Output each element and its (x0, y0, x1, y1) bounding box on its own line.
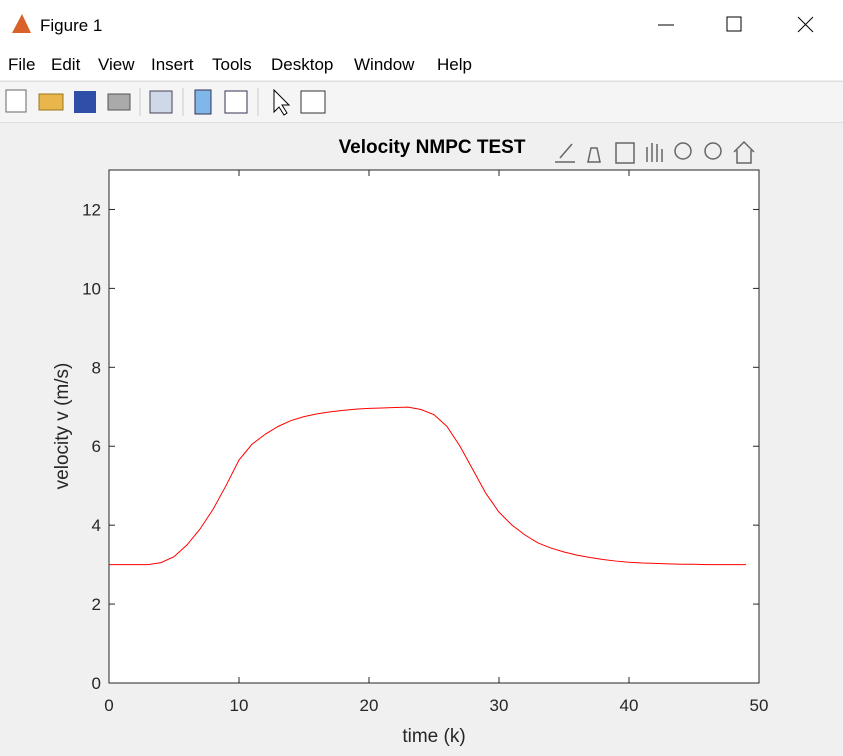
x-tick-label: 20 (360, 696, 379, 715)
x-tick-label: 10 (230, 696, 249, 715)
chart-title: Velocity NMPC TEST (339, 137, 526, 158)
open-icon[interactable] (38, 93, 64, 111)
legend-icon[interactable] (224, 90, 248, 114)
menu-item[interactable]: Insert (151, 55, 194, 74)
pointer-icon[interactable] (273, 88, 291, 116)
data-line (109, 406, 746, 566)
menu-item[interactable]: Edit (51, 55, 81, 74)
save-icon[interactable] (74, 91, 96, 113)
menu-item[interactable]: Window (354, 55, 415, 74)
y-tick-label: 2 (92, 595, 101, 614)
brush-icon[interactable] (587, 147, 601, 163)
maximize-button[interactable] (726, 16, 742, 32)
x-tick-label: 50 (750, 696, 769, 715)
y-tick-label: 6 (92, 437, 101, 456)
x-tick-label: 30 (490, 696, 509, 715)
y-axis-label: velocity v (m/s) (52, 363, 73, 490)
title-bar-graphics: Figure 1 (12, 14, 814, 35)
axes-box (108, 169, 760, 684)
x-tick-label: 0 (104, 696, 113, 715)
new-icon[interactable] (5, 89, 27, 113)
menu-bar: File Edit View Insert Tools Desktop Window Help (0, 50, 843, 80)
pan-icon[interactable] (646, 143, 663, 162)
app-icon (12, 14, 31, 33)
menu-item[interactable]: View (98, 55, 135, 74)
y-tick-label: 12 (82, 200, 101, 219)
close-button[interactable] (797, 16, 814, 33)
y-tick-label: 10 (82, 279, 101, 298)
x-tick-label: 40 (620, 696, 639, 715)
menu-item[interactable]: Tools (212, 55, 252, 74)
toolbar-icons (5, 88, 326, 116)
window-title: Figure 1 (40, 16, 102, 35)
colorbar-icon[interactable] (194, 89, 212, 115)
zoom-in-icon[interactable] (674, 142, 692, 160)
plot-area: Velocity NMPC TEST time (k) velocity v (… (52, 137, 769, 747)
zoom-out-icon[interactable] (704, 142, 722, 160)
link-icon[interactable] (149, 90, 173, 114)
home-icon[interactable] (733, 140, 755, 164)
y-tick-label: 4 (92, 516, 101, 535)
menu-item[interactable]: Desktop (271, 55, 334, 74)
y-tick-label: 0 (92, 674, 101, 693)
property-icon[interactable] (300, 90, 326, 114)
datatip-icon[interactable] (615, 142, 635, 164)
x-axis-label: time (k) (402, 726, 465, 747)
export-icon[interactable] (555, 143, 575, 163)
y-tick-label: 8 (92, 358, 101, 377)
menu-item[interactable]: File (8, 55, 36, 74)
toolbar (0, 81, 843, 123)
title-bar: Figure 1 (0, 0, 843, 50)
print-icon[interactable] (107, 93, 131, 111)
menu-item[interactable]: Help (437, 55, 472, 74)
axes-toolbar (555, 140, 755, 164)
